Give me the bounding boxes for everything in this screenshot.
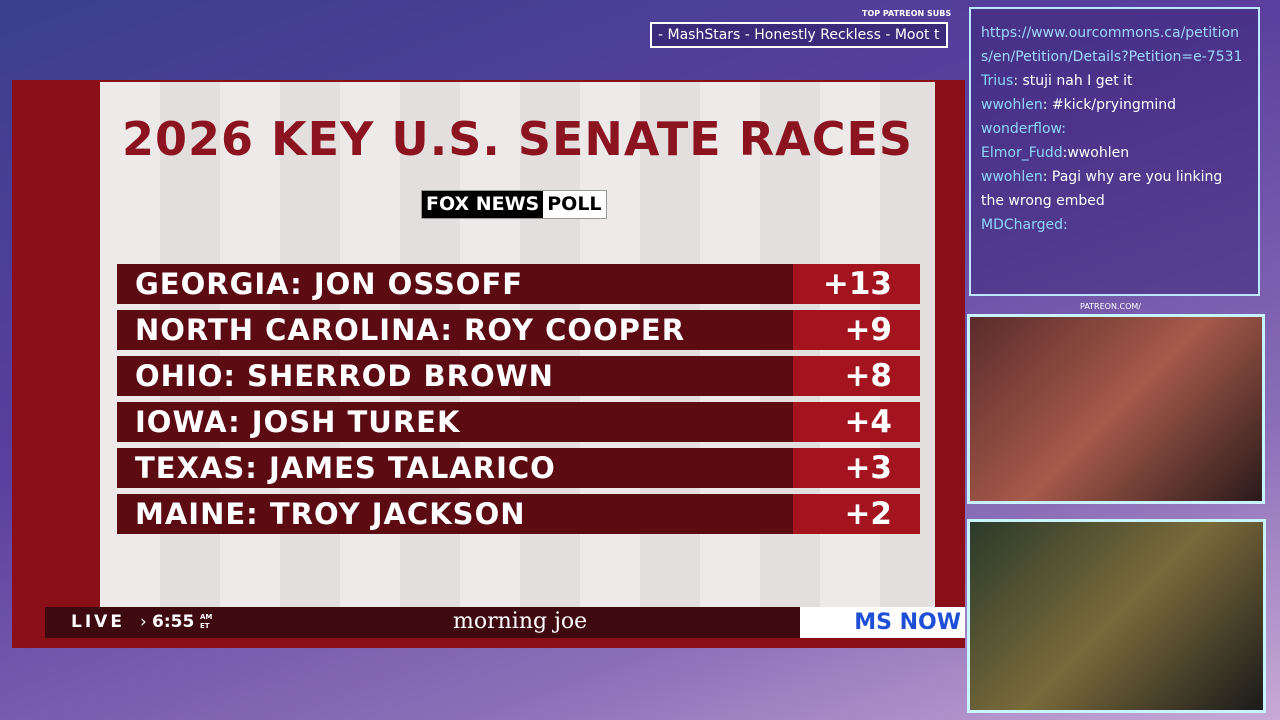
chat-text: :wwohlen [1062,145,1130,161]
race: GEORGIA: JON OSSOFF [135,267,524,301]
graphic-title: 2026 KEY U.S. SENATE RACES [121,112,914,166]
live: LIVE [71,612,125,632]
race-row: OHIO: SHERROD BROWN +8 [117,356,920,396]
chat-user: Trius [981,73,1014,89]
network: MS NOW [800,607,965,638]
chat-message: Trius: stuji nah I get it [981,69,1248,93]
margin: +4 [793,402,920,442]
race: MAINE: TROY JACKSON [135,497,526,531]
poll: POLL [543,191,606,218]
race-row: MAINE: TROY JACKSON +2 [117,494,920,534]
ampm: AM [200,613,213,621]
webcam [967,519,1266,713]
chat-user: Elmor_Fudd [981,145,1063,161]
chat-user: wwohlen [981,97,1043,113]
margin: +3 [793,448,920,488]
chat-text: : Pagi why are you linking the wrong emb… [981,169,1223,209]
patreon: PATREON.COM/ [1080,302,1141,311]
race: NORTH CAROLINA: ROY COOPER [135,313,686,347]
arrow: › [140,612,147,632]
race-row: NORTH CAROLINA: ROY COOPER +9 [117,310,920,350]
chat-text: : #kick/pryingmind [1042,97,1176,113]
race: OHIO: SHERROD BROWN [135,359,554,393]
chat-message: MDCharged: [981,213,1248,237]
chat-user: wwohlen [981,169,1043,185]
ticker-label: TOP PATREON SUBS [862,9,952,18]
margin: +8 [793,356,920,396]
chat-user: MDCharged: [981,217,1068,233]
chat-message: wwohlen: Pagi why are you linking the wr… [981,165,1248,213]
webcam [967,314,1265,504]
show: morning joe [453,609,588,634]
time: 6:55 [152,612,195,632]
chat-message: wwohlen: #kick/pryingmind [981,93,1248,117]
race-row: TEXAS: JAMES TALARICO +3 [117,448,920,488]
margin: +2 [793,494,920,534]
chat-message: wonderflow: [981,117,1248,141]
chat-text: : stuji nah I get it [1013,73,1133,89]
chat-user: wonderflow: [981,121,1066,137]
chat-link[interactable]: https://www.ourcommons.ca/petitions/en/P… [981,25,1243,65]
chat-message: Elmor_Fudd:wwohlen [981,141,1248,165]
race-row: IOWA: JOSH TUREK +4 [117,402,920,442]
poll-logo: FOX NEWS POLL [421,190,607,219]
margin: +13 [793,264,920,304]
chat: https://www.ourcommons.ca/petitions/en/P… [969,7,1260,296]
race: IOWA: JOSH TUREK [135,405,461,439]
race: TEXAS: JAMES TALARICO [135,451,556,485]
race-row: GEORGIA: JON OSSOFF +13 [117,264,920,304]
ticker: - MashStars - Honestly Reckless - Moot t [650,22,948,48]
lower-third: LIVE › 6:55 AM ET morning joe [45,607,800,638]
margin: +9 [793,310,920,350]
brand: FOX NEWS [422,191,544,218]
tz: ET [200,622,210,630]
